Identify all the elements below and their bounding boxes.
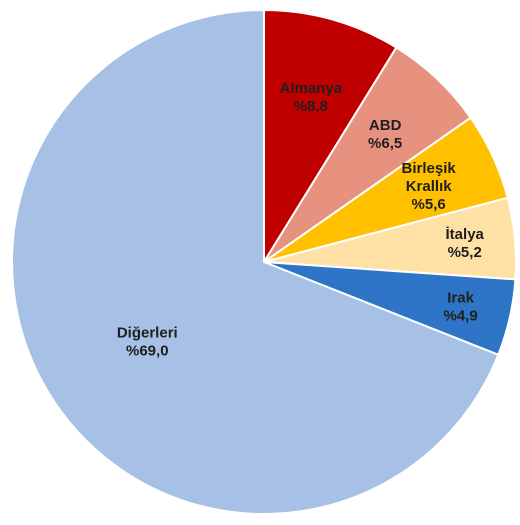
pie-slice-almanya <box>263 8 398 266</box>
slice-value-label: %6,5 <box>368 135 402 152</box>
slice-label-group: ABD%6,5 <box>368 117 402 152</box>
slice-category-label: Birleşik <box>402 160 457 177</box>
slice-category-label: ABD <box>369 117 402 134</box>
slice-label-group: Almanya%8,8 <box>280 80 343 115</box>
slice-value-label: %8,8 <box>294 98 328 115</box>
slice-label-group: Irak%4,9 <box>444 290 478 325</box>
slice-value-label: %4,9 <box>444 308 478 325</box>
slice-category-label: Diğerleri <box>117 324 178 341</box>
slice-value-label: %5,2 <box>448 244 482 261</box>
slice-category-label: Irak <box>447 290 474 307</box>
slice-label-group: İtalya%5,2 <box>446 226 485 261</box>
labels-layer: Almanya%8,8ABD%6,5BirleşikKrallık%5,6İta… <box>117 80 485 359</box>
slice-value-label: %5,6 <box>412 196 446 213</box>
slice-category-label: Krallık <box>406 178 453 195</box>
slice-category-label: Almanya <box>280 80 343 97</box>
slice-label-group: Diğerleri%69,0 <box>117 324 178 359</box>
slice-category-label: İtalya <box>446 226 485 243</box>
slices-layer <box>11 8 517 515</box>
slice-value-label: %69,0 <box>126 342 169 359</box>
pie-slice-digerleri <box>11 8 500 515</box>
